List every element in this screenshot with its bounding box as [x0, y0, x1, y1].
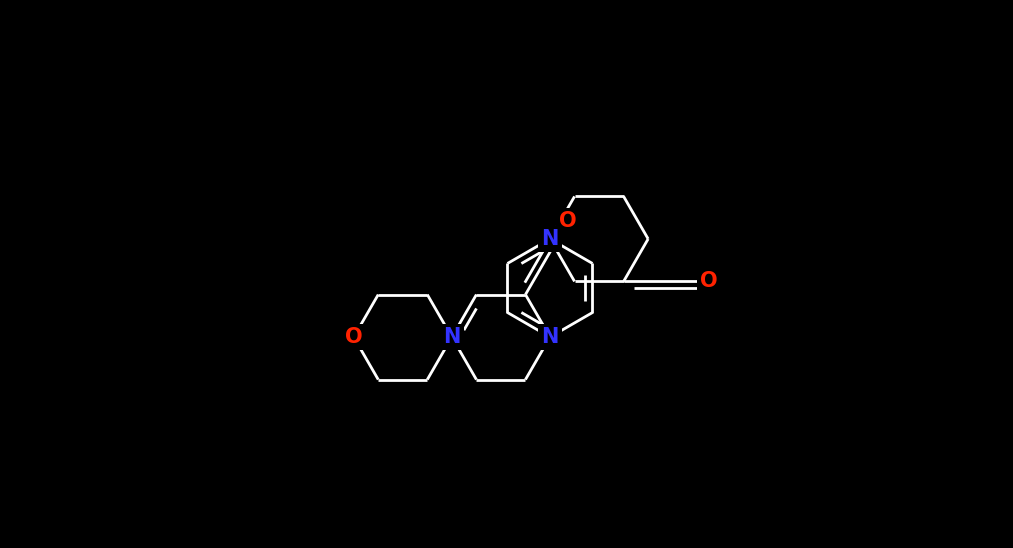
Text: O: O [559, 211, 576, 231]
Text: N: N [541, 327, 559, 347]
Text: O: O [344, 327, 363, 347]
Text: N: N [443, 327, 461, 347]
Text: N: N [541, 229, 559, 249]
Text: O: O [700, 271, 717, 292]
